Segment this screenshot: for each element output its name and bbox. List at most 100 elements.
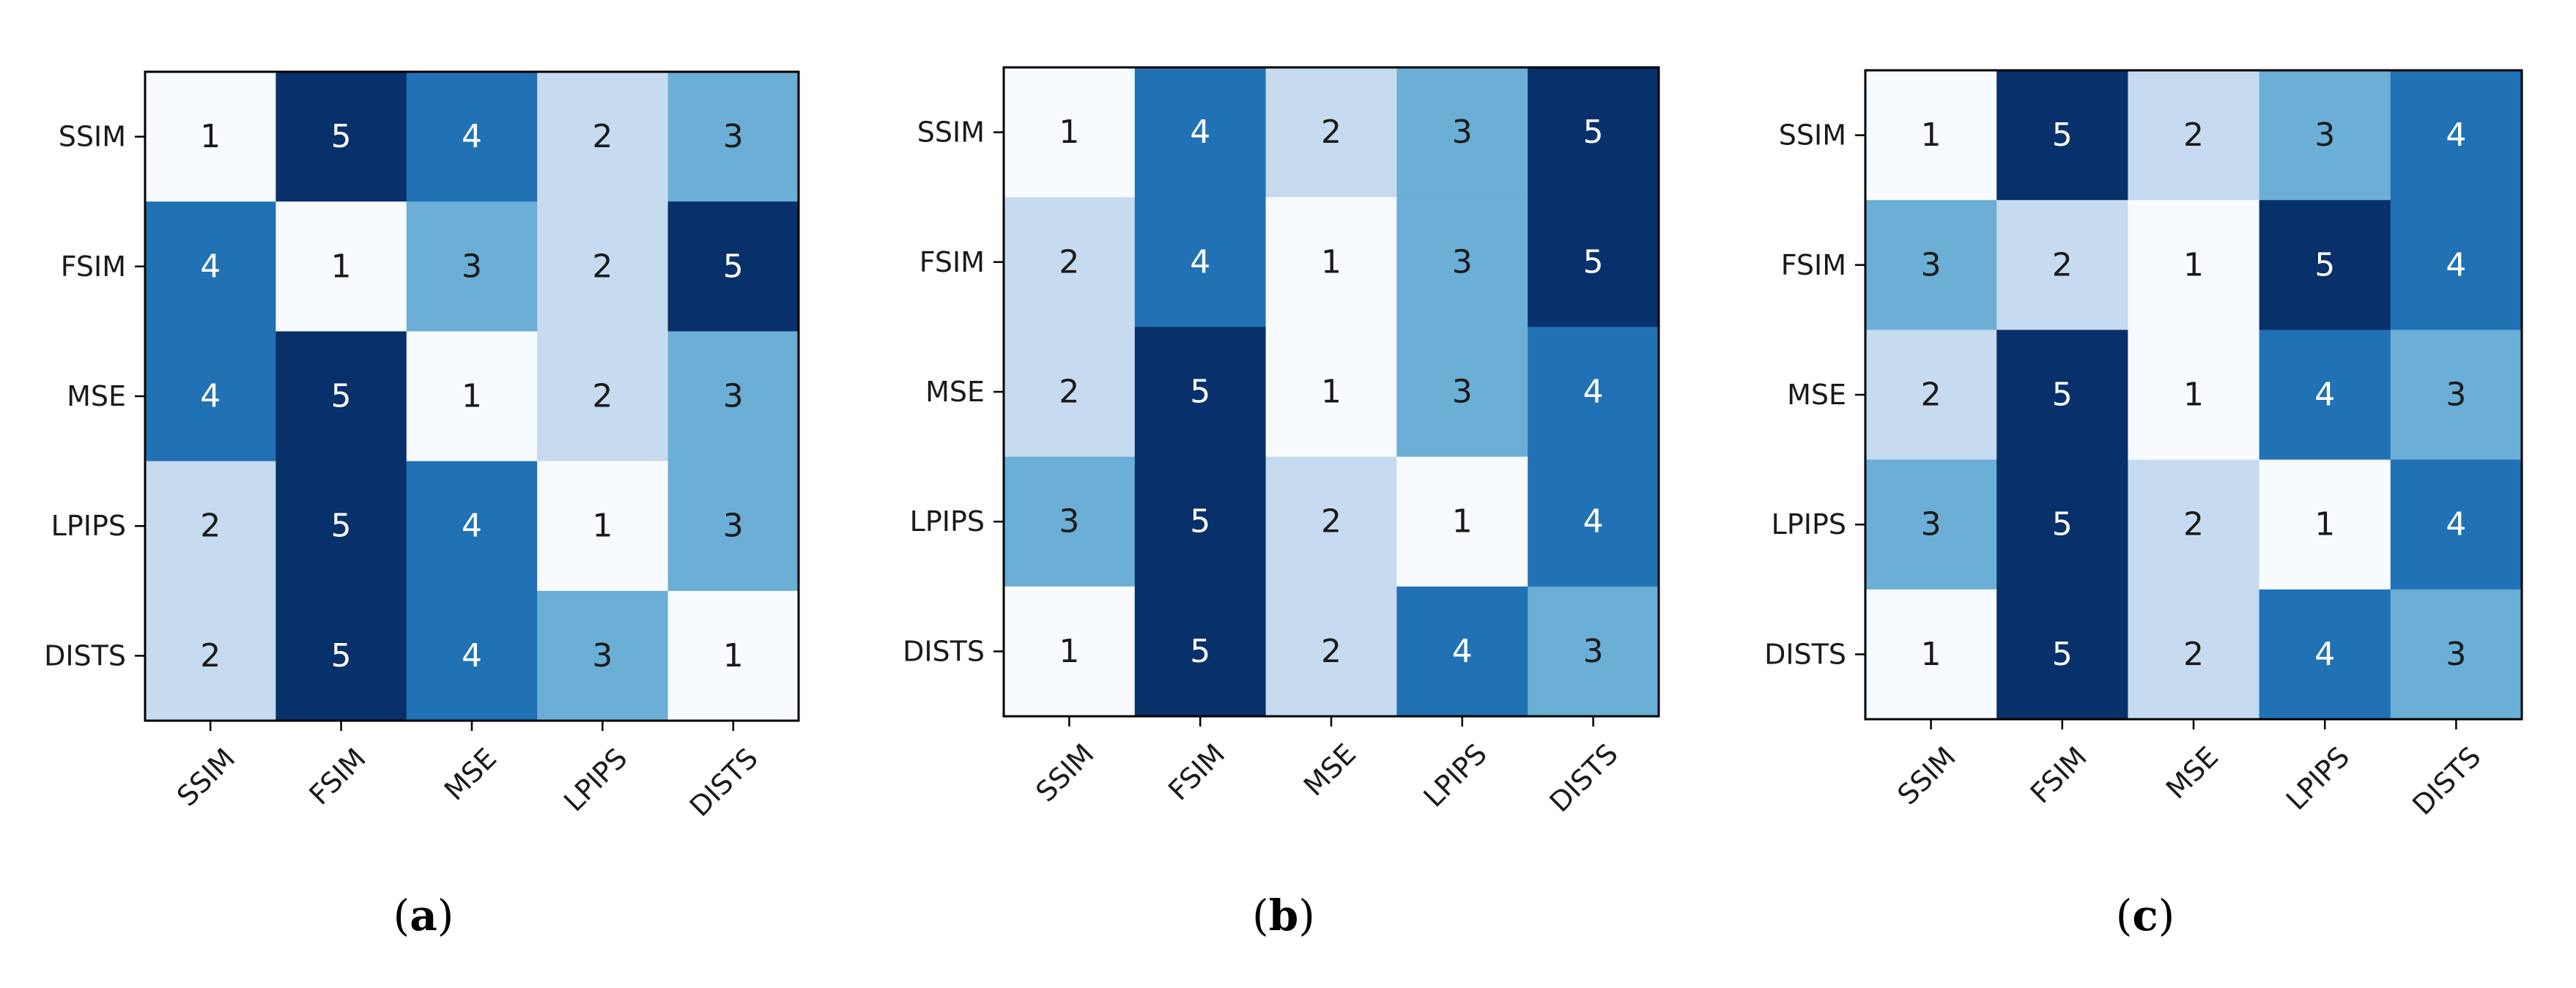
heatmap-cell [1004,456,1136,587]
cell-value-label: 2 [1059,374,1079,411]
heatmap-cell [1996,589,2128,720]
cell-value-label: 4 [200,378,221,415]
heatmap-cell [537,461,669,592]
cell-value-label: 2 [592,378,612,415]
cell-value-label: 1 [2314,506,2335,543]
y-tick-label: LPIPS [51,510,126,542]
panel-caption: (c) [2116,891,2175,940]
cell-value-label: 2 [200,637,221,675]
cell-value-label: 1 [1059,633,1079,670]
cell-value-label: 5 [1190,503,1210,541]
cell-value-label: 1 [1452,503,1473,541]
heatmap-cell [1865,70,1997,201]
heatmap-cell [406,72,538,202]
heatmap-cell [145,461,276,592]
cell-value-label: 2 [1321,633,1341,670]
cell-value-label: 4 [1583,374,1604,411]
y-tick-label: MSE [1787,379,1846,411]
x-tick-label: MSE [2160,740,2224,805]
cell-value-label: 5 [2314,246,2335,283]
y-tick-label: DISTS [903,635,985,667]
heatmap-cell [275,72,407,202]
y-tick-label: LPIPS [910,505,985,538]
heatmap-cell [275,590,407,721]
heatmap-panel-c: 1 5 2 3 4 3 2 1 5 4 2 5 1 4 3 3 5 2 1 4 1 5 2 4 3 SSIM FSIM MSE LPIP… [1764,69,2523,940]
cell-value-label: 5 [1190,374,1210,411]
heatmap-cell [2259,200,2391,330]
heatmap-cell [145,201,276,332]
heatmap-cell [1996,330,2128,461]
cell-value-label: 5 [331,508,352,545]
cell-value-label: 3 [462,248,482,285]
heatmap-cell [1396,456,1528,587]
cell-value-label: 3 [2446,376,2466,414]
cell-value-label: 4 [462,118,482,155]
x-tick-label: SSIM [1891,740,1961,811]
y-tick-label: SSIM [917,116,985,149]
heatmap-cell [1865,330,1997,461]
heatmap-cell [2128,200,2260,330]
heatmap-cell [1528,456,1659,587]
panel-caption: (a) [393,891,454,940]
cell-value-label: 1 [331,248,352,285]
cell-value-label: 3 [1452,114,1473,151]
y-tick-label: MSE [67,380,126,412]
cell-value-label: 4 [2446,116,2466,154]
heatmap-cell [2128,589,2260,720]
cell-value-label: 1 [200,118,221,155]
x-tick-label: LPIPS [2280,740,2355,816]
x-tick-label: DISTS [2406,740,2487,821]
cell-value-label: 2 [2183,506,2204,543]
x-tick-label: MSE [438,742,503,806]
heatmap-cell [1134,67,1267,198]
heatmap-cell [1134,197,1267,327]
cell-value-label: 2 [592,248,612,285]
x-tick-label: LPIPS [558,742,633,817]
cell-value-label: 3 [1452,243,1473,281]
x-tick-label: SSIM [171,742,241,812]
heatmap-cell [145,590,276,721]
heatmap-cell [2259,330,2391,461]
cell-value-label: 5 [1190,633,1210,670]
heatmap-cell [2128,459,2260,590]
panel-caption-letter: b [1269,891,1299,940]
heatmap-cell [406,331,538,462]
cell-value-label: 1 [462,378,482,415]
x-tick-label: MSE [1298,738,1362,802]
heatmap-cell [1265,586,1397,717]
y-tick-label: FSIM [1781,249,1846,281]
heatmap-cell [667,201,799,332]
panel-caption-letter: a [410,891,437,940]
heatmap-cell [1396,67,1528,198]
cell-value-label: 2 [1921,376,1942,414]
panel-caption-letter: c [2132,891,2158,940]
heatmap-cell [667,461,799,592]
heatmap-cell [275,461,407,592]
cell-value-label: 3 [1921,506,1942,543]
heatmap-cell [1396,327,1528,458]
cell-value-label: 2 [2052,246,2073,283]
cell-value-label: 2 [1321,503,1341,541]
heatmap-panel-a: 1 5 4 2 3 4 1 3 2 5 4 5 1 2 3 2 5 4 1 3 2 5 4 3 1 SSIM FSIM MSE LPIP… [44,70,800,940]
heatmap-cell [537,201,669,332]
cell-value-label: 1 [723,637,744,675]
cell-value-label: 4 [1583,503,1604,541]
y-tick-label: LPIPS [1772,508,1846,541]
cell-value-label: 1 [1321,374,1341,411]
cell-value-label: 5 [1583,114,1604,151]
cell-value-label: 5 [2052,376,2073,414]
y-tick-label: FSIM [919,246,985,278]
heatmap-cell [1265,67,1397,198]
heatmap-cell [145,331,276,462]
cell-value-label: 4 [2314,636,2335,673]
heatmap-cell [1004,197,1136,327]
heatmap-cell [537,331,669,462]
x-tick-label: DISTS [684,742,764,822]
cell-value-label: 5 [2052,116,2073,154]
cell-value-label: 3 [723,378,744,415]
cell-value-label: 3 [1059,503,1079,541]
heatmap-cell [1996,459,2128,590]
heatmap-cell [667,590,799,721]
cell-value-label: 4 [2446,246,2466,283]
heatmap-cell [1134,327,1267,458]
